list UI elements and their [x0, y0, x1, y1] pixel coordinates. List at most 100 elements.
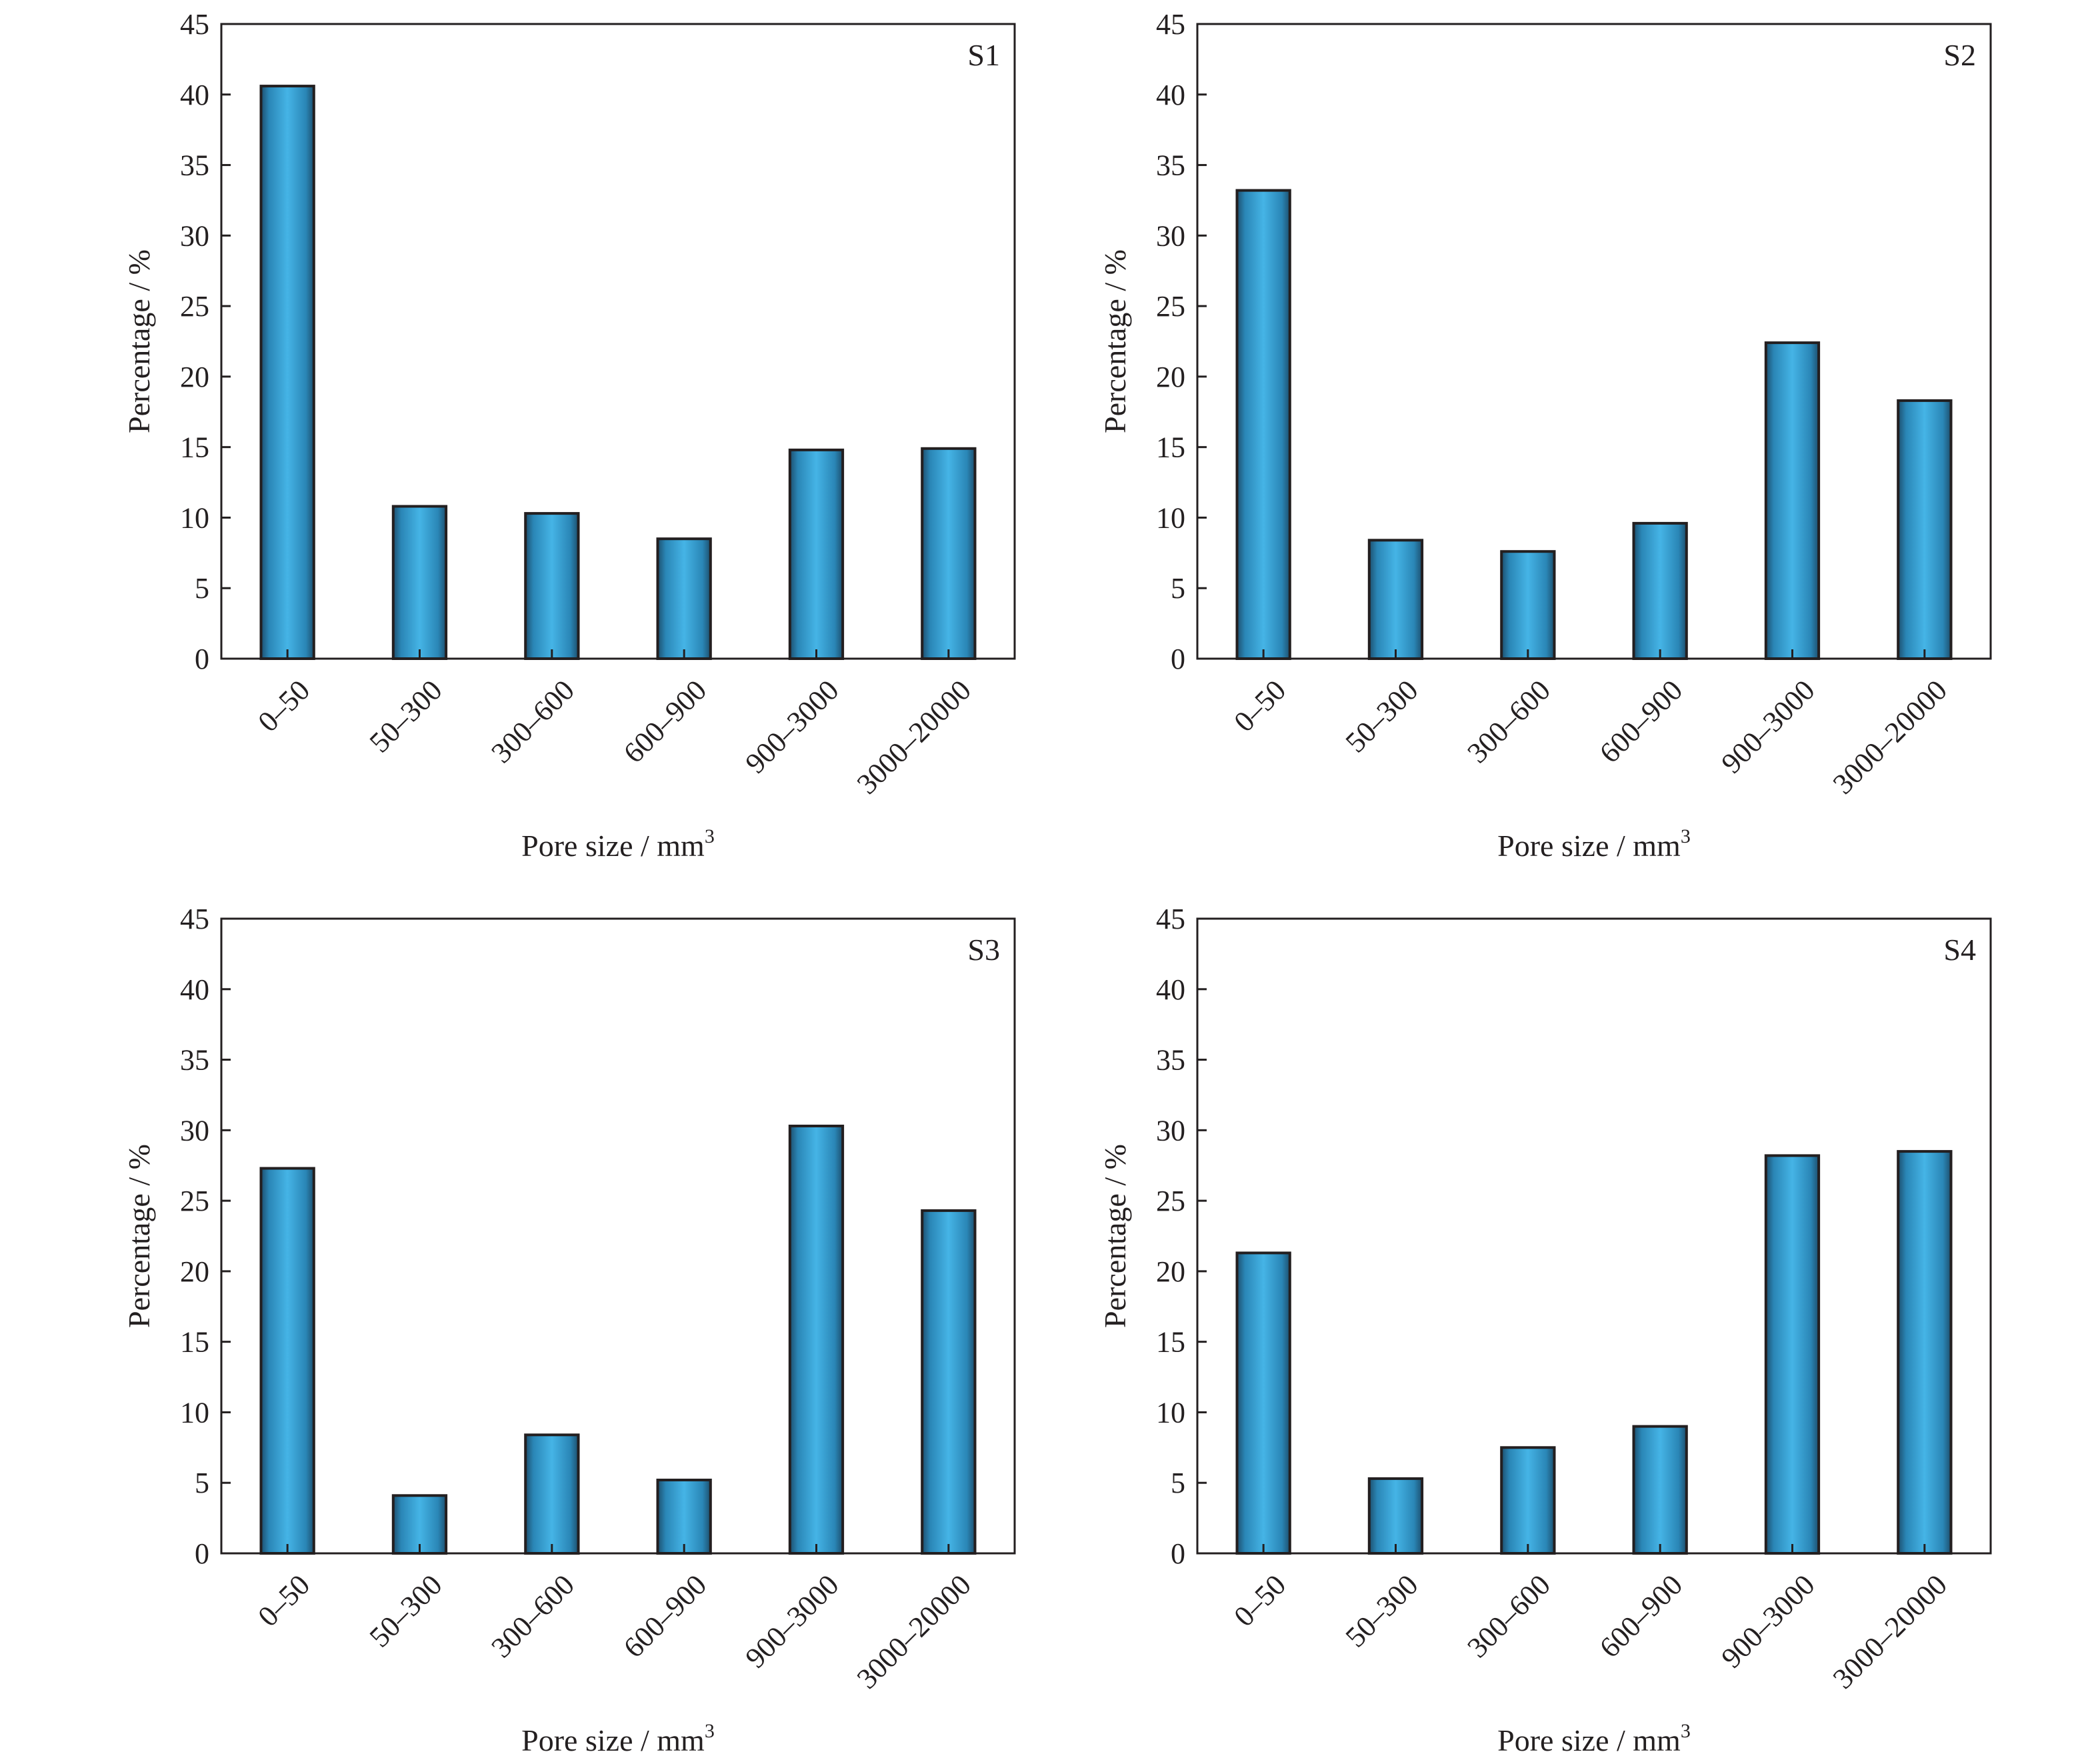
ytick-label: 45	[1156, 903, 1185, 935]
bar-S4-0	[1235, 1251, 1291, 1555]
plot-frame	[220, 23, 1016, 660]
ytick-label: 45	[180, 903, 209, 935]
xtick-label: 600–900	[1593, 1568, 1689, 1664]
ytick-label: 30	[180, 219, 209, 252]
panel-label: S2	[1943, 38, 1976, 72]
xtick-label: 300–600	[485, 673, 581, 769]
x-axis-label: Pore size / mm3	[521, 1720, 715, 1757]
bar-S1-0	[259, 85, 315, 661]
ytick-label: 0	[195, 1537, 209, 1570]
ytick-label: 15	[180, 431, 209, 464]
xtick-label: 0–50	[251, 1568, 316, 1633]
panel-label: S4	[1943, 933, 1976, 967]
bar-S4-2	[1500, 1446, 1556, 1555]
panel-1: 0 5 10 15 20 25 30 35 40 45 0–50 50–300 300–600 600–9…	[122, 8, 1016, 863]
x-axis-label-text: Pore size / mm	[521, 829, 705, 863]
ytick-label: 10	[1156, 1396, 1185, 1429]
xtick-label: 3000–20000	[851, 673, 977, 800]
x-axis-label: Pore size / mm3	[1497, 825, 1691, 863]
panel-4: 0 5 10 15 20 25 30 35 40 45 0–50 50–300 300–600 600–9…	[1098, 903, 1992, 1757]
bar-S3-3	[656, 1479, 712, 1555]
ytick-label: 5	[195, 1467, 209, 1499]
ytick-label: 5	[1171, 1467, 1185, 1499]
y-axis-label: Percentage / %	[1098, 1144, 1132, 1328]
bar-S4-3	[1632, 1425, 1688, 1555]
xtick-label: 3000–20000	[1827, 1568, 1953, 1695]
bar-S1-1	[391, 505, 448, 660]
x-axis-label-text: Pore size / mm	[1497, 1723, 1681, 1757]
bar-S3-4	[788, 1125, 845, 1555]
bar-S2-0	[1235, 189, 1291, 661]
x-axis-label-text: Pore size / mm	[521, 1723, 705, 1757]
xtick-label: 0–50	[1227, 673, 1292, 738]
xtick-label: 600–900	[617, 673, 713, 769]
x-axis-label-superscript: 3	[705, 1720, 715, 1742]
bar-S2-5	[1897, 399, 1953, 661]
plot-frame	[1196, 23, 1992, 660]
xtick-label: 900–3000	[1715, 1568, 1821, 1674]
plot-frame	[220, 917, 1016, 1555]
ytick-label: 5	[1171, 572, 1185, 605]
panel-label: S3	[967, 933, 1000, 967]
ytick-label: 0	[1171, 1537, 1185, 1570]
ytick-label: 10	[180, 501, 209, 534]
panel-2: 0 5 10 15 20 25 30 35 40 45 0–50 50–300 300–600 600–9…	[1098, 8, 1992, 863]
ytick-label: 35	[1156, 149, 1185, 182]
ytick-label: 20	[1156, 361, 1185, 393]
bar-S3-2	[524, 1433, 580, 1555]
bar-S4-5	[1897, 1150, 1953, 1555]
xtick-label: 50–300	[363, 673, 449, 759]
ytick-label: 5	[195, 572, 209, 605]
bar-S1-3	[656, 537, 712, 661]
ytick-label: 45	[180, 8, 209, 41]
xtick-label: 900–3000	[739, 1568, 845, 1674]
x-axis-label: Pore size / mm3	[521, 825, 715, 863]
xtick-label: 3000–20000	[1827, 673, 1953, 800]
bar-S3-0	[259, 1167, 315, 1555]
ytick-label: 25	[180, 290, 209, 323]
bar-S3-1	[391, 1494, 448, 1555]
ytick-label: 35	[1156, 1044, 1185, 1077]
bar-S1-5	[921, 447, 977, 660]
bar-S2-1	[1367, 539, 1424, 660]
ytick-label: 0	[1171, 643, 1185, 675]
xtick-label: 3000–20000	[851, 1568, 977, 1695]
bar-S4-1	[1367, 1477, 1424, 1555]
x-axis-label-superscript: 3	[1681, 1720, 1691, 1742]
panel-label: S1	[967, 38, 1000, 72]
ytick-label: 10	[180, 1396, 209, 1429]
ytick-label: 0	[195, 643, 209, 675]
panel-3: 0 5 10 15 20 25 30 35 40 45 0–50 50–300 300–600 600–9…	[122, 903, 1016, 1757]
ytick-label: 35	[180, 149, 209, 182]
ytick-label: 40	[1156, 973, 1185, 1006]
bar-S2-2	[1500, 550, 1556, 661]
xtick-label: 50–300	[1339, 1568, 1425, 1653]
x-axis-label-superscript: 3	[1681, 825, 1691, 847]
ytick-label: 30	[180, 1114, 209, 1147]
ytick-label: 30	[1156, 1114, 1185, 1147]
bar-S3-5	[921, 1209, 977, 1555]
ytick-label: 25	[180, 1185, 209, 1217]
xtick-label: 600–900	[1593, 673, 1689, 769]
x-axis-label-superscript: 3	[705, 825, 715, 847]
xtick-label: 0–50	[1227, 1568, 1292, 1633]
ytick-label: 40	[1156, 79, 1185, 111]
ytick-label: 20	[180, 1255, 209, 1288]
xtick-label: 900–3000	[1715, 673, 1821, 779]
plot-frame	[1196, 917, 1992, 1555]
bar-S2-4	[1764, 341, 1821, 660]
ytick-label: 10	[1156, 501, 1185, 534]
ytick-label: 45	[1156, 8, 1185, 41]
ytick-label: 20	[1156, 1255, 1185, 1288]
ytick-label: 25	[1156, 290, 1185, 323]
xtick-label: 50–300	[1339, 673, 1425, 759]
ytick-label: 35	[180, 1044, 209, 1077]
xtick-label: 300–600	[1461, 1568, 1557, 1664]
x-axis-label: Pore size / mm3	[1497, 1720, 1691, 1757]
ytick-label: 15	[1156, 1326, 1185, 1359]
ytick-label: 40	[180, 79, 209, 111]
xtick-label: 600–900	[617, 1568, 713, 1664]
xtick-label: 900–3000	[739, 673, 845, 779]
